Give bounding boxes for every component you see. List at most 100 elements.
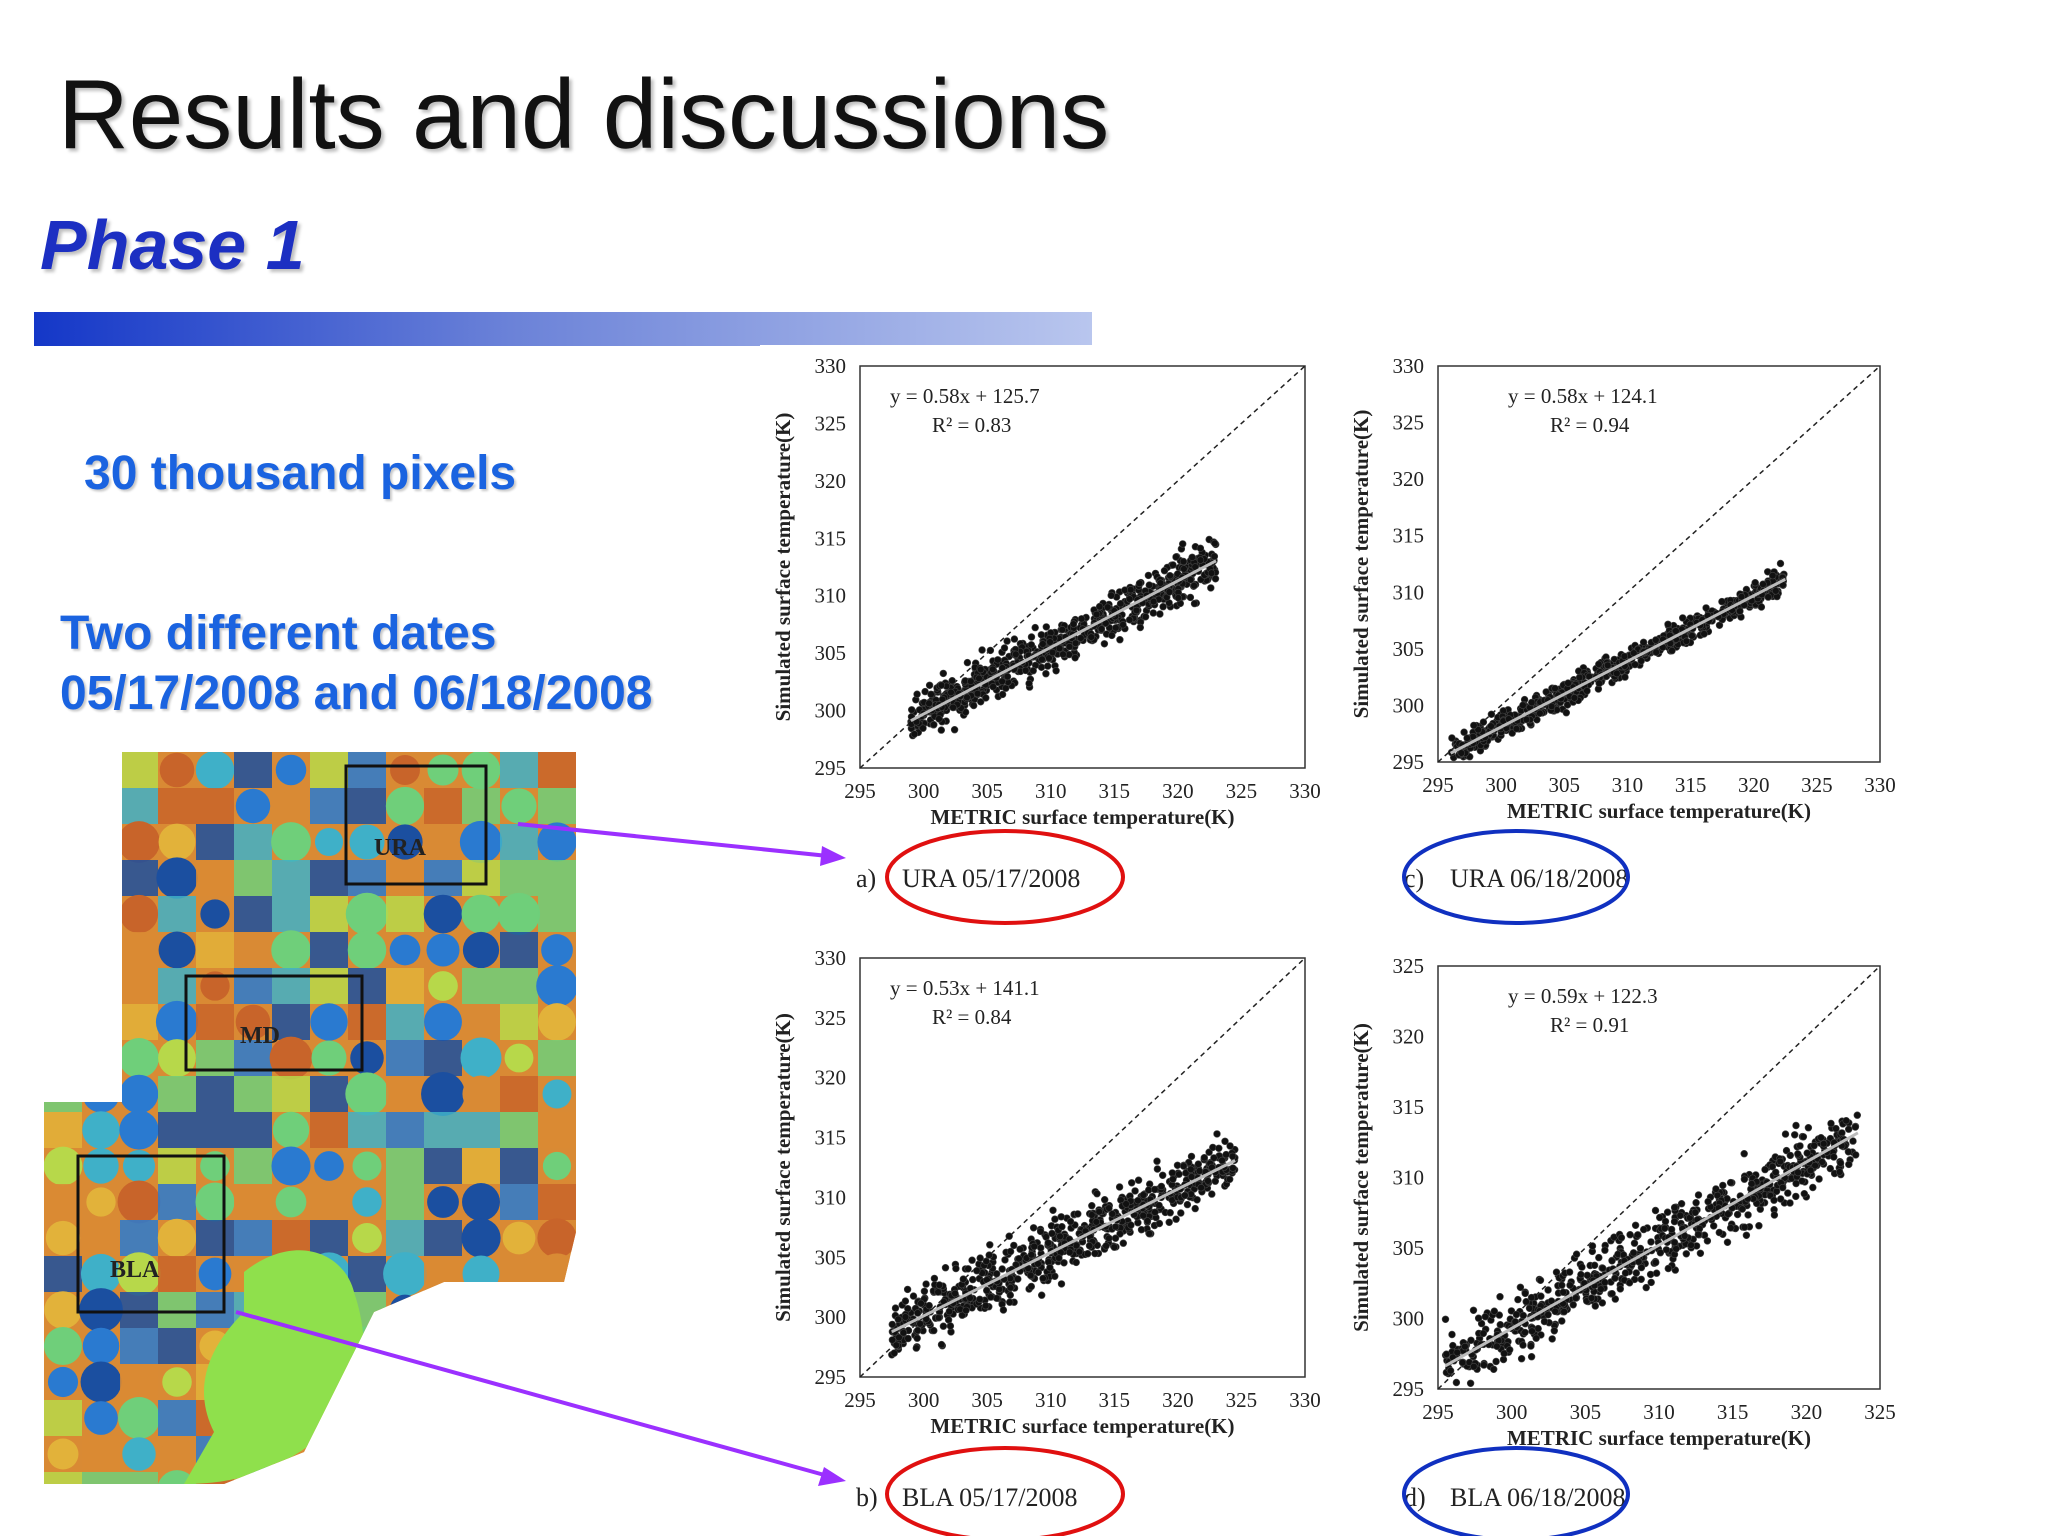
scatter-point	[1149, 597, 1158, 606]
scatter-point	[1046, 1263, 1054, 1272]
map-field-rect	[386, 1040, 424, 1076]
scatter-point	[1187, 1165, 1195, 1174]
scatter-point	[1692, 1198, 1700, 1207]
scatter-point	[1723, 1238, 1732, 1247]
scatter-point	[1548, 1335, 1556, 1343]
scatter-point	[1225, 1175, 1234, 1184]
scatter-point	[1631, 1221, 1640, 1230]
scatter-point	[1742, 1231, 1751, 1240]
scatter-point	[1131, 1187, 1139, 1195]
scatter-point	[951, 1289, 959, 1298]
scatter-point	[1676, 1211, 1685, 1220]
plot-frame	[1437, 365, 1881, 763]
scatter-point	[1102, 1242, 1110, 1250]
scatter-point	[1550, 1327, 1559, 1335]
map-field-circle	[427, 1186, 459, 1218]
scatter-point	[1474, 725, 1482, 734]
scatter-point	[1046, 638, 1054, 646]
x-tick-label: 325	[1864, 1400, 1896, 1424]
map-field-circle	[47, 1438, 79, 1470]
scatter-point	[1127, 1179, 1136, 1187]
map-field-circle	[390, 755, 420, 785]
scatter-point	[1175, 1170, 1183, 1178]
scatter-point	[1100, 1195, 1109, 1204]
map-field-circle	[84, 1401, 118, 1435]
scatter-point	[986, 1241, 994, 1249]
map-field-rect	[158, 1292, 196, 1328]
scatter-point	[1849, 1137, 1857, 1145]
scatter-point	[1037, 1291, 1046, 1299]
map-field-rect	[120, 1364, 158, 1400]
scatter-point	[1174, 594, 1183, 602]
y-tick-label: 325	[815, 411, 847, 435]
scatter-point	[1031, 623, 1039, 632]
scatter-point	[1461, 1342, 1469, 1351]
scatter-point	[1617, 1233, 1626, 1242]
map-field-rect	[196, 1076, 234, 1112]
scatter-point	[1696, 1249, 1705, 1258]
scatter-point	[1626, 1230, 1634, 1239]
scatter-point	[973, 689, 982, 698]
scatter-point	[1527, 1293, 1536, 1302]
scatter-point	[1194, 1160, 1203, 1168]
scatter-point	[910, 730, 919, 738]
scatter-point	[1151, 1208, 1159, 1216]
scatter-point	[1817, 1133, 1825, 1142]
scatter-point	[1564, 679, 1572, 687]
scatter-point	[1662, 1246, 1671, 1254]
scatter-point	[1537, 1292, 1545, 1300]
scatter-point	[1048, 1229, 1056, 1238]
scatter-point	[1810, 1141, 1818, 1150]
pixels-count-text: 30 thousand pixels	[84, 447, 517, 500]
scatter-point	[976, 698, 985, 706]
scatter-point	[1057, 1213, 1065, 1221]
scatter-point	[1178, 540, 1187, 548]
map-field-circle	[44, 1291, 82, 1329]
map-field-rect	[44, 1256, 82, 1292]
map-field-circle	[275, 754, 307, 786]
gradient-divider-bar	[34, 312, 1092, 346]
scatter-point	[1065, 650, 1073, 659]
y-tick-label: 330	[1393, 354, 1425, 378]
scatter-point	[1519, 1311, 1528, 1320]
scatter-point	[1577, 1270, 1585, 1279]
map-field-rect	[386, 1004, 424, 1040]
x-axis-label: METRIC surface temperature(K)	[1507, 1426, 1811, 1450]
scatter-point	[1039, 640, 1047, 648]
map-field-circle	[538, 1003, 576, 1041]
scatter-point	[1160, 566, 1169, 575]
map-field-circle	[345, 892, 389, 936]
map-field-circle	[119, 1038, 159, 1078]
map-field-rect	[120, 860, 158, 896]
scatter-point	[1188, 553, 1196, 561]
map-field-circle	[160, 1437, 194, 1471]
map-field-rect	[272, 860, 310, 896]
scatter-point	[1110, 1243, 1119, 1251]
scatter-point	[1191, 1204, 1199, 1213]
map-field-rect	[500, 824, 538, 860]
scatter-point	[1680, 1232, 1689, 1240]
scatter-point	[1204, 1177, 1212, 1185]
scatter-point	[1670, 1217, 1679, 1226]
r-squared: R² = 0.94	[1550, 413, 1630, 437]
scatter-point	[1819, 1140, 1828, 1148]
scatter-point	[1616, 1285, 1625, 1293]
scatter-point	[1792, 1179, 1800, 1188]
scatter-point	[976, 1254, 984, 1262]
x-tick-label: 310	[1035, 1388, 1067, 1412]
map-field-rect	[500, 1148, 538, 1184]
r-squared: R² = 0.84	[932, 1005, 1012, 1029]
scatter-point	[1105, 1234, 1113, 1243]
scatter-point	[1193, 1196, 1201, 1204]
map-field-rect	[538, 860, 576, 896]
y-tick-label: 325	[1393, 411, 1425, 435]
scatter-point	[937, 1340, 946, 1349]
scatter-point	[1059, 650, 1067, 658]
map-field-rect	[386, 1220, 424, 1256]
regression-equation: y = 0.53x + 141.1	[890, 976, 1040, 1000]
map-field-circle	[314, 1151, 344, 1181]
scatter-point	[1479, 1329, 1488, 1338]
map-field-circle	[502, 1221, 536, 1255]
map-field-rect	[196, 1004, 234, 1040]
